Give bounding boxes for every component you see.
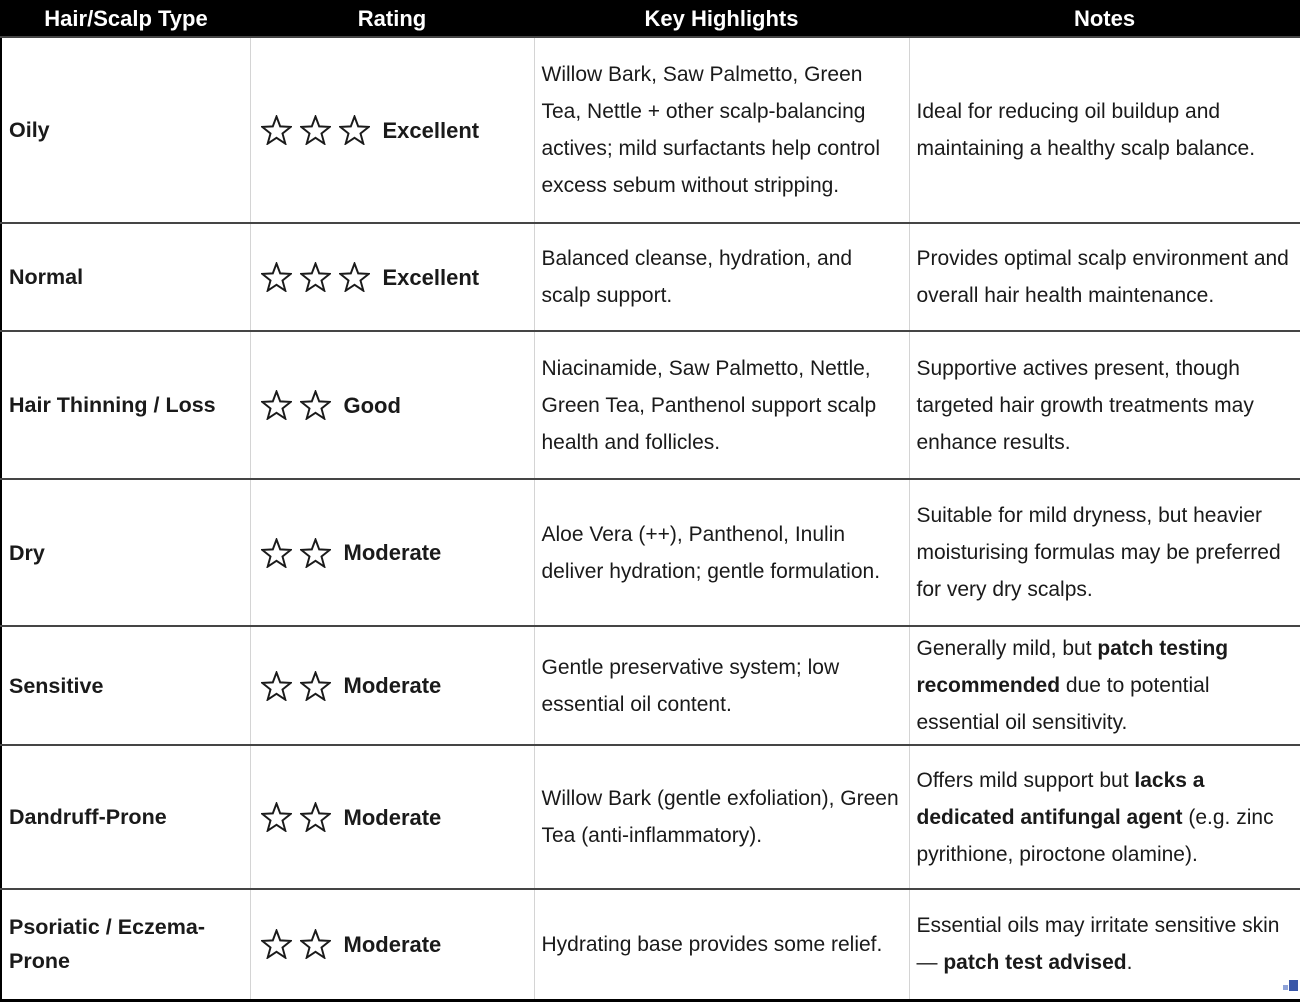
star-outline-icon bbox=[299, 802, 331, 832]
text-segment: Willow Bark, Saw Palmetto, Green Tea, Ne… bbox=[541, 63, 880, 197]
table-header: Hair/Scalp Type Rating Key Highlights Notes bbox=[1, 1, 1300, 37]
cell-hair-scalp-type: Hair Thinning / Loss bbox=[1, 330, 250, 479]
cell-notes: Ideal for reducing oil buildup and maint… bbox=[908, 36, 1300, 223]
text-segment: Generally mild, but bbox=[916, 637, 1098, 660]
star-outline-icon bbox=[338, 262, 370, 292]
cell-notes: Offers mild support but lacks a dedicate… bbox=[908, 744, 1300, 889]
text-segment: Balanced cleanse, hydration, and scalp s… bbox=[541, 247, 853, 307]
table-row: Dry Moderate Aloe Vera (++), Panthenol, In… bbox=[1, 478, 1300, 626]
cell-key-highlights: Gentle preservative system; low essentia… bbox=[533, 625, 909, 745]
cell-rating: Moderate bbox=[249, 888, 534, 1000]
star-outline-icon bbox=[260, 390, 292, 420]
star-outline-icon bbox=[299, 537, 331, 568]
rating: Excellent bbox=[260, 112, 526, 149]
cell-key-highlights: Aloe Vera (++), Panthenol, Inulin delive… bbox=[533, 478, 909, 626]
bold-text-segment: lacks a dedicated antifungal agent bbox=[916, 768, 1205, 829]
rating-label: Moderate bbox=[343, 540, 442, 565]
text-segment: Offers mild support but bbox=[916, 768, 1135, 792]
cell-notes: Suitable for mild dryness, but heavier m… bbox=[908, 478, 1300, 626]
table-row: Hair Thinning / Loss Good Niacinamide, Saw… bbox=[1, 330, 1300, 479]
rating-label: Moderate bbox=[343, 804, 442, 830]
cell-rating: Moderate bbox=[249, 478, 534, 626]
rating-label: Excellent bbox=[382, 117, 480, 143]
table-row: Normal Excellent Balanced cleanse, hydrati… bbox=[1, 222, 1300, 331]
table-row: Dandruff-Prone Moderate Willow Bark (gentl… bbox=[1, 744, 1300, 889]
table-resize-handle[interactable] bbox=[1283, 977, 1298, 991]
cell-notes: Supportive actives present, though targe… bbox=[908, 330, 1300, 479]
cell-rating: Good bbox=[249, 330, 534, 479]
rating-label: Moderate bbox=[343, 673, 442, 698]
star-outline-icon bbox=[299, 929, 331, 960]
cell-notes: Essential oils may irritate sensitive sk… bbox=[908, 888, 1300, 1000]
text-segment: Gentle preservative system; low essentia… bbox=[541, 655, 840, 716]
table-row: Psoriatic / Eczema-Prone Moderate Hydratin… bbox=[1, 888, 1300, 1000]
cell-key-highlights: Willow Bark (gentle exfoliation), Green … bbox=[533, 744, 909, 889]
star-outline-icon bbox=[260, 115, 292, 145]
bold-text-segment: patch test advised bbox=[943, 951, 1127, 975]
text-segment: (e.g. zinc pyrithione, piroctone olamine… bbox=[916, 805, 1274, 866]
rating-label: Excellent bbox=[382, 264, 480, 290]
rating: Excellent bbox=[260, 259, 526, 296]
column-header-hair-scalp-type: Hair/Scalp Type bbox=[1, 1, 250, 37]
text-segment: due to potential essential oil sensitivi… bbox=[916, 674, 1210, 734]
cell-key-highlights: Hydrating base provides some relief. bbox=[533, 888, 909, 1000]
rating-label: Good bbox=[343, 392, 401, 418]
rating: Moderate bbox=[260, 926, 526, 963]
rating: Moderate bbox=[260, 534, 526, 571]
column-header-notes: Notes bbox=[909, 1, 1300, 37]
star-outline-icon bbox=[260, 537, 292, 568]
text-segment: Ideal for reducing oil buildup and maint… bbox=[916, 100, 1256, 160]
cell-hair-scalp-type: Normal bbox=[1, 222, 250, 331]
text-segment: Essential oils may irritate sensitive sk… bbox=[916, 914, 1280, 975]
star-outline-icon bbox=[260, 802, 292, 832]
column-header-key-highlights: Key Highlights bbox=[534, 1, 909, 37]
star-outline-icon bbox=[299, 670, 331, 701]
cell-hair-scalp-type: Oily bbox=[1, 36, 250, 223]
column-header-rating: Rating bbox=[250, 1, 534, 37]
cell-rating: Excellent bbox=[249, 222, 534, 331]
cell-hair-scalp-type: Dandruff-Prone bbox=[1, 744, 250, 889]
cell-rating: Moderate bbox=[249, 625, 534, 745]
text-segment: Hydrating base provides some relief. bbox=[541, 932, 883, 956]
table-row: Sensitive Moderate Gentle preservative sys… bbox=[1, 625, 1300, 745]
cell-key-highlights: Balanced cleanse, hydration, and scalp s… bbox=[533, 222, 909, 331]
rating: Moderate bbox=[260, 667, 526, 704]
cell-notes: Generally mild, but patch testing recomm… bbox=[908, 625, 1300, 745]
star-outline-icon bbox=[260, 929, 292, 960]
cell-rating: Moderate bbox=[249, 744, 534, 889]
cell-hair-scalp-type: Dry bbox=[1, 478, 250, 626]
cell-hair-scalp-type: Psoriatic / Eczema-Prone bbox=[1, 888, 250, 1000]
bold-text-segment: patch testing recommended bbox=[916, 637, 1229, 697]
text-segment: Provides optimal scalp environment and o… bbox=[916, 247, 1289, 307]
rating-label: Moderate bbox=[343, 931, 442, 957]
star-outline-icon bbox=[338, 115, 370, 145]
rating: Moderate bbox=[260, 799, 526, 836]
text-segment: Suitable for mild dryness, but heavier m… bbox=[916, 504, 1281, 601]
cell-notes: Provides optimal scalp environment and o… bbox=[908, 222, 1300, 331]
star-outline-icon bbox=[299, 262, 331, 292]
text-segment: Niacinamide, Saw Palmetto, Nettle, Green… bbox=[541, 356, 877, 454]
cell-rating: Excellent bbox=[249, 36, 534, 223]
rating: Good bbox=[260, 387, 526, 424]
cell-hair-scalp-type: Sensitive bbox=[1, 625, 250, 745]
table-resize-handle-icon bbox=[1283, 980, 1298, 991]
cell-key-highlights: Willow Bark, Saw Palmetto, Green Tea, Ne… bbox=[533, 36, 909, 223]
star-outline-icon bbox=[260, 262, 292, 292]
text-segment: Supportive actives present, though targe… bbox=[916, 356, 1254, 454]
text-segment: Willow Bark (gentle exfoliation), Green … bbox=[541, 787, 899, 847]
cell-key-highlights: Niacinamide, Saw Palmetto, Nettle, Green… bbox=[533, 330, 909, 479]
star-outline-icon bbox=[299, 115, 331, 145]
header-row: Hair/Scalp Type Rating Key Highlights Notes bbox=[1, 1, 1300, 37]
text-segment: . bbox=[1126, 951, 1133, 975]
table-row: Oily Excellent Willow Bark, Saw Palmetto, … bbox=[1, 36, 1300, 223]
text-segment: Aloe Vera (++), Panthenol, Inulin delive… bbox=[541, 522, 881, 583]
star-outline-icon bbox=[299, 390, 331, 420]
star-outline-icon bbox=[260, 670, 292, 701]
